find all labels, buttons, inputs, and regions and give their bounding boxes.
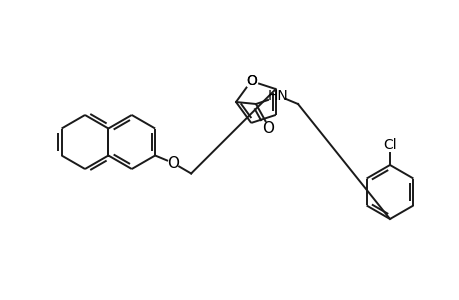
Text: O: O: [245, 74, 256, 88]
Text: O: O: [245, 74, 256, 88]
Text: O: O: [262, 121, 274, 136]
Text: Cl: Cl: [382, 138, 396, 152]
Text: O: O: [167, 156, 179, 171]
Text: HN: HN: [267, 89, 288, 103]
